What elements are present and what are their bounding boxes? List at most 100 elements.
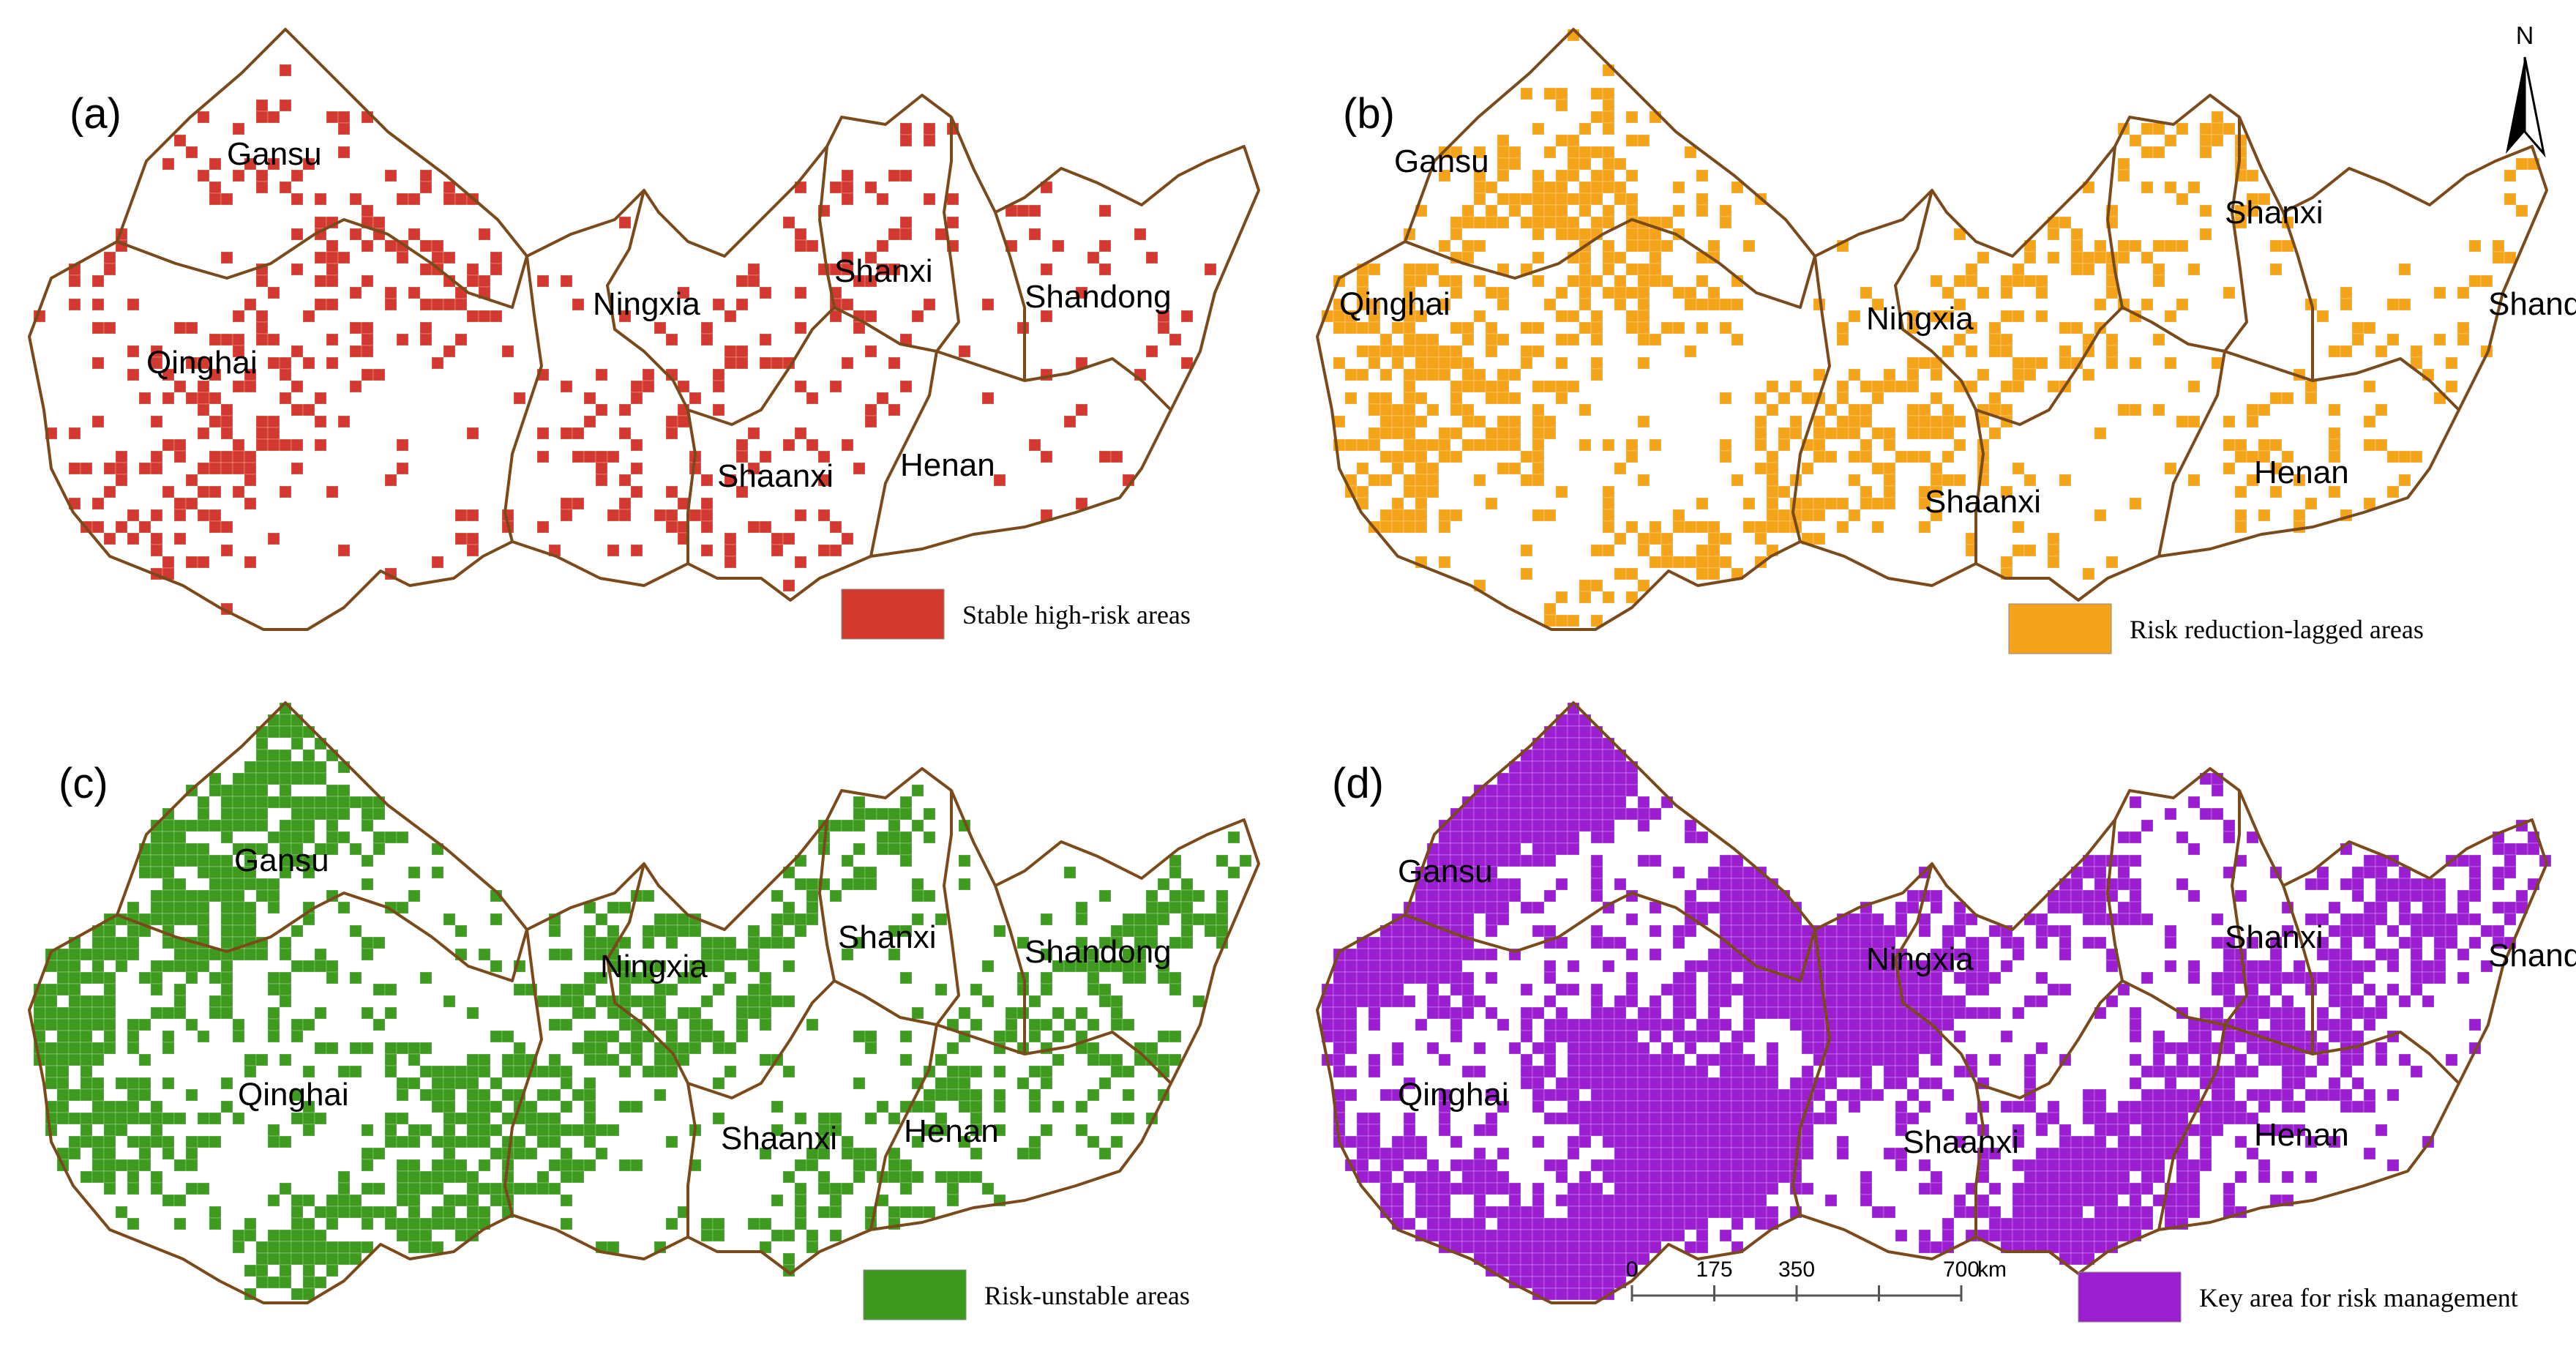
risk-cell [1719, 1088, 1732, 1102]
risk-cell [1860, 924, 1873, 938]
risk-cell [490, 960, 503, 973]
risk-cell [162, 1030, 175, 1043]
risk-cell [1333, 1030, 1346, 1043]
risk-cell [1731, 298, 1744, 311]
risk-cell [197, 1135, 210, 1148]
risk-cell [1754, 1077, 1767, 1090]
risk-cell [1754, 1147, 1767, 1160]
risk-cell [490, 913, 503, 926]
risk-cell [372, 216, 386, 229]
risk-cell [1391, 415, 1404, 428]
risk-cell [782, 438, 795, 452]
risk-cell [361, 807, 374, 821]
risk-cell [2117, 878, 2130, 891]
risk-cell [700, 1030, 714, 1043]
risk-cell [2340, 298, 2353, 311]
risk-cell [1567, 983, 1580, 996]
risk-cell [1028, 1100, 1041, 1113]
risk-cell [2141, 298, 2154, 311]
risk-cell [771, 889, 784, 903]
risk-cell [314, 1241, 327, 1254]
scale-bar-tick-label: 0 [1626, 1258, 1639, 1282]
risk-cell [2304, 878, 2318, 891]
risk-cell [1625, 1264, 1639, 1277]
risk-cell [1497, 831, 1510, 844]
risk-cell [2328, 485, 2341, 498]
risk-cell [466, 1135, 479, 1148]
risk-cell [1497, 169, 1510, 182]
risk-cell [958, 345, 971, 358]
risk-cell [1742, 1006, 1756, 1020]
risk-cell [2152, 1030, 2165, 1043]
risk-cell [361, 239, 374, 253]
risk-cell [1052, 239, 1065, 253]
risk-cell [2328, 403, 2341, 416]
risk-cell [1590, 878, 1603, 891]
risk-cell [1766, 1147, 1779, 1160]
risk-cell [2492, 842, 2505, 856]
risk-cell [1602, 1100, 1615, 1113]
region-outline [1316, 701, 2548, 1304]
risk-cell [630, 462, 643, 475]
risk-cell [1450, 403, 1463, 416]
risk-cell [1040, 1018, 1053, 1031]
risk-cell [1848, 1088, 1861, 1102]
risk-cell [80, 1077, 93, 1090]
risk-cell [864, 274, 877, 288]
risk-cell [2023, 368, 2037, 381]
risk-cell [2117, 854, 2130, 867]
risk-cell [2351, 1006, 2365, 1020]
risk-cell [2070, 1229, 2083, 1242]
risk-cell [2141, 971, 2154, 984]
risk-cell [970, 1124, 983, 1137]
risk-cell [337, 1252, 351, 1266]
risk-cell [501, 1065, 514, 1078]
risk-cell [419, 1124, 433, 1137]
risk-cell [255, 1264, 269, 1277]
risk-cell [1532, 772, 1545, 785]
risk-cell [841, 169, 854, 182]
risk-cell [220, 333, 233, 346]
risk-cell [349, 286, 362, 299]
risk-cell [1579, 263, 1592, 276]
risk-cell [1860, 415, 1873, 428]
risk-cell [1660, 1194, 1674, 1207]
risk-cell [1344, 438, 1358, 452]
risk-cell [782, 936, 795, 949]
risk-cell [220, 995, 233, 1008]
risk-cell [1801, 983, 1814, 996]
risk-cell [1052, 1100, 1065, 1113]
risk-cell [1532, 251, 1545, 264]
risk-cell [232, 450, 245, 463]
risk-cell [1602, 146, 1615, 159]
risk-cell [595, 403, 608, 416]
risk-cell [1579, 1124, 1592, 1137]
risk-cell [712, 403, 725, 416]
risk-cell [1555, 796, 1568, 809]
risk-cell [127, 1182, 140, 1195]
risk-cell [2035, 936, 2048, 949]
risk-cell [138, 971, 151, 984]
risk-cell [1672, 971, 1685, 984]
risk-cell [337, 146, 351, 159]
risk-cell [1649, 438, 1662, 452]
risk-cell [747, 995, 760, 1008]
risk-cell [302, 1241, 315, 1254]
risk-cell [1696, 1053, 1709, 1066]
risk-cell [1543, 737, 1557, 750]
risk-cell [1532, 796, 1545, 809]
panel-label: (d) [1332, 760, 1384, 807]
risk-cell [1930, 509, 1943, 522]
risk-cell [1333, 1053, 1346, 1066]
risk-cell [1579, 1030, 1592, 1043]
risk-cell [525, 1147, 538, 1160]
risk-cell [1614, 1252, 1627, 1266]
risk-cell [244, 1229, 257, 1242]
risk-cell [2363, 901, 2376, 914]
risk-cell [1789, 427, 1802, 440]
risk-cell [1696, 1206, 1709, 1219]
risk-cell [431, 1077, 444, 1090]
risk-cell [1590, 111, 1603, 124]
risk-cell [2281, 1053, 2294, 1066]
risk-cell [127, 1100, 140, 1113]
